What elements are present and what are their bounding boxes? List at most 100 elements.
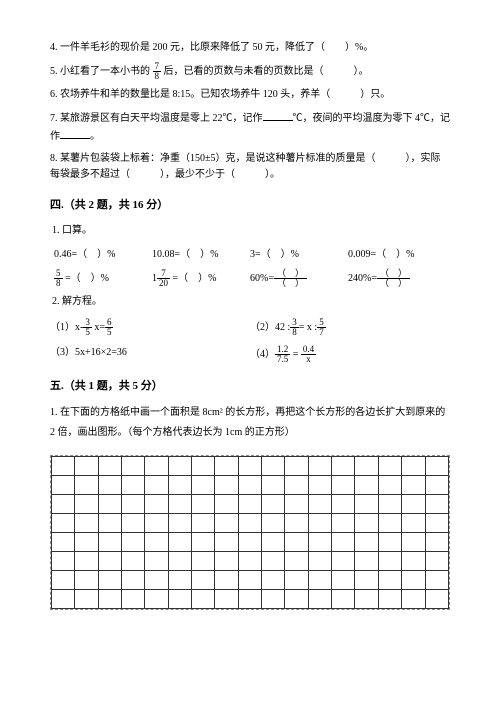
grid-cell [285,590,308,609]
grid-cell [378,533,401,552]
grid-cell [402,590,425,609]
grid-cell [52,533,75,552]
grid-cell [122,457,145,476]
grid-cell [238,514,261,533]
fraction-blank: （ ）（ ） [274,269,307,288]
grid-cell [425,514,449,533]
grid-cell [262,571,285,590]
grid-cell [168,590,191,609]
equation-2: （2）42 :38= x :57 [250,318,450,337]
grid-cell [75,533,98,552]
grid-cell [215,495,238,514]
grid-cell [145,457,168,476]
grid-cell [308,552,331,571]
section-5-heading: 五.（共 1 题，共 5 分） [50,378,450,396]
grid-cell [122,476,145,495]
grid-cell [52,495,75,514]
text: =（ ）% [63,272,109,283]
grid-cell [238,590,261,609]
grid-cell [378,552,401,571]
section-4-heading: 四.（共 2 题，共 16 分） [50,197,450,215]
calc-row-1: 0.46=（ ）% 10.08=（ ）% 3=（ ）% 0.009=（ ）% [50,247,450,263]
text: = [290,348,301,359]
grid-cell [145,590,168,609]
grid-cell [98,457,121,476]
grid-cell [425,457,449,476]
grid-cell [425,533,449,552]
grid-cell [332,571,355,590]
grid-cell [168,571,191,590]
grid-cell [215,571,238,590]
grid-cell [238,571,261,590]
grid-cell [52,590,75,609]
grid-cell [192,533,215,552]
q5-text-a: 5. 小红看了一本小书的 [50,66,150,77]
grid-cell [402,457,425,476]
denominator: 7.5 [275,355,290,364]
grid-cell [98,533,121,552]
grid-cell [308,457,331,476]
calc-2d: 240%=（ ）（ ） [348,269,446,288]
grid-cell [355,590,378,609]
grid-cell [122,495,145,514]
text: （2）42 : [250,321,290,332]
grid-cell [98,590,121,609]
denominator: 20 [157,279,170,288]
grid-cell [332,495,355,514]
grid-cell [285,476,308,495]
text: （1）x- [50,321,83,332]
grid-cell [145,533,168,552]
text: =（ ）% [170,272,216,283]
grid-table [51,456,449,609]
grid-cell [332,476,355,495]
grid-cell [402,495,425,514]
grid-cell [75,457,98,476]
grid-cell [52,552,75,571]
grid-cell [192,476,215,495]
grid-cell [168,552,191,571]
grid-cell [262,533,285,552]
grid-cell [332,552,355,571]
grid-cell [122,552,145,571]
grid-cell [378,590,401,609]
sub-1: 1. 口算。 [52,223,450,239]
question-4: 4. 一件羊毛衫的现价是 200 元，比原来降低了 50 元，降低了（ ）%。 [50,40,450,56]
fraction: 57 [317,318,326,337]
grid-cell [425,552,449,571]
grid-cell [238,457,261,476]
grid-cell [145,476,168,495]
grid-cell [402,476,425,495]
grid-cell [308,571,331,590]
text: = x : [299,321,317,332]
grid-cell [75,495,98,514]
text: 60%= [250,272,274,283]
grid-cell [98,552,121,571]
grid-cell [122,590,145,609]
fraction: 0.4x [301,345,316,364]
grid-cell [215,590,238,609]
grid-cell [285,495,308,514]
text: （4） [250,348,275,359]
grid-cell [215,457,238,476]
grid-cell [52,514,75,533]
grid-cell [168,476,191,495]
question-5-1: 1. 在下面的方格纸中画一个面积是 8cm² 的长方形，再把这个长方形的各边长扩… [50,403,450,443]
grid-cell [168,457,191,476]
grid-cell [425,476,449,495]
grid-cell [378,476,401,495]
grid-cell [332,590,355,609]
grid-cell [378,457,401,476]
grid-cell [402,571,425,590]
grid-cell [215,533,238,552]
calc-2a: 58 =（ ）% [54,269,152,288]
grid-cell [215,476,238,495]
calc-row-2: 58 =（ ）% 1720 =（ ）% 60%=（ ）（ ） 240%=（ ）（… [50,269,450,288]
denominator: 8 [290,328,299,337]
denominator: 5 [105,328,114,337]
grid-cell [145,571,168,590]
grid-cell [192,552,215,571]
grid-cell [355,571,378,590]
question-7: 7. 某旅游景区有白天平均温度是零上 22℃，记作℃，夜间的平均温度为零下 4℃… [50,109,450,145]
q5-text-b: 后，已看的页数与未看的页数比是（ ）。 [164,66,369,77]
grid-cell [52,476,75,495]
